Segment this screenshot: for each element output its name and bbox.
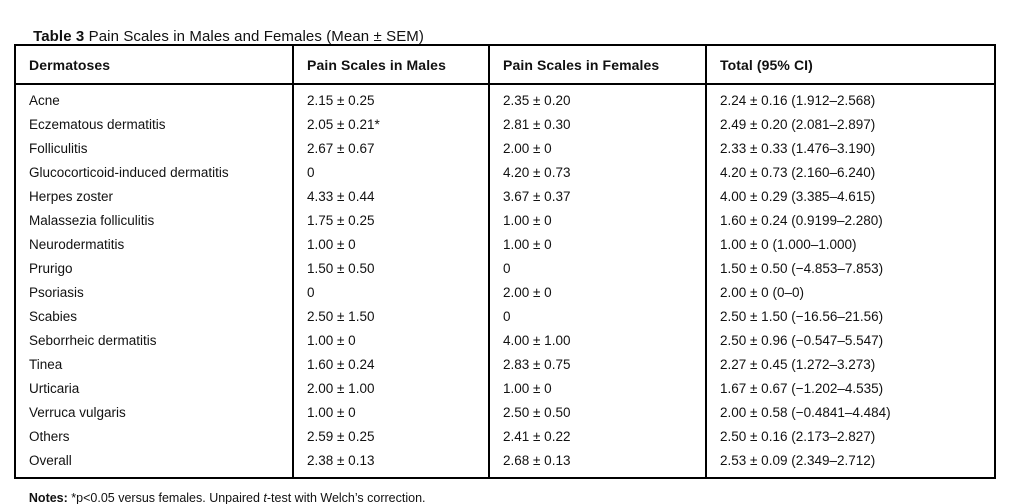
cell-pain-females: 0 — [488, 257, 706, 281]
cell-pain-females: 2.68 ± 0.13 — [488, 449, 706, 478]
table-row: Scabies 2.50 ± 1.50 0 2.50 ± 1.50 (−16.5… — [15, 305, 995, 329]
table-caption-text: Pain Scales in Males and Females (Mean ±… — [84, 28, 424, 45]
table-row: Herpes zoster 4.33 ± 0.44 3.67 ± 0.37 4.… — [15, 185, 995, 209]
notes-text-1: *p<0.05 versus females. Unpaired — [67, 491, 264, 504]
cell-pain-females: 3.67 ± 0.37 — [488, 185, 706, 209]
cell-pain-males: 0 — [292, 281, 489, 305]
cell-pain-females: 4.00 ± 1.00 — [488, 329, 706, 353]
table-row: Psoriasis 0 2.00 ± 0 2.00 ± 0 (0–0) — [15, 281, 995, 305]
cell-dermatosis: Seborrheic dermatitis — [29, 333, 157, 348]
cell-total-ci: 2.53 ± 0.09 (2.349–2.712) — [705, 449, 995, 478]
table-body: Acne 2.15 ± 0.25 2.35 ± 0.20 2.24 ± 0.16… — [15, 84, 995, 478]
table-row: Glucocorticoid-induced dermatitis 0 4.20… — [15, 161, 995, 185]
table-header: Dermatoses Pain Scales in Males Pain Sca… — [15, 45, 995, 85]
cell-total-ci: 2.33 ± 0.33 (1.476–3.190) — [705, 137, 995, 161]
cell-dermatosis: Verruca vulgaris — [29, 405, 126, 420]
cell-dermatosis: Prurigo — [29, 261, 73, 276]
cell-total-ci: 2.00 ± 0.58 (−0.4841–4.484) — [705, 401, 995, 425]
table-notes: Notes: *p<0.05 versus females. Unpaired … — [15, 477, 426, 504]
table-row: Urticaria 2.00 ± 1.00 1.00 ± 0 1.67 ± 0.… — [15, 377, 995, 401]
column-header-pain-scales-males: Pain Scales in Males — [292, 45, 489, 85]
cell-pain-females: 1.00 ± 0 — [488, 233, 706, 257]
table-row: Eczematous dermatitis 2.05 ± 0.21* 2.81 … — [15, 113, 995, 137]
cell-pain-females: 2.50 ± 0.50 — [488, 401, 706, 425]
cell-dermatosis: Neurodermatitis — [29, 237, 125, 252]
cell-pain-females: 0 — [488, 305, 706, 329]
table-row: Verruca vulgaris 1.00 ± 0 2.50 ± 0.50 2.… — [15, 401, 995, 425]
cell-total-ci: 1.00 ± 0 (1.000–1.000) — [705, 233, 995, 257]
column-header-total-ci: Total (95% CI) — [705, 45, 995, 85]
column-header-pain-scales-females: Pain Scales in Females — [488, 45, 706, 85]
cell-pain-males: 1.50 ± 0.50 — [292, 257, 489, 281]
table-row: Neurodermatitis 1.00 ± 0 1.00 ± 0 1.00 ±… — [15, 233, 995, 257]
notes-italic-t: t — [263, 491, 267, 504]
cell-pain-males: 4.33 ± 0.44 — [292, 185, 489, 209]
cell-total-ci: 4.00 ± 0.29 (3.385–4.615) — [705, 185, 995, 209]
cell-dermatosis: Herpes zoster — [29, 189, 114, 204]
cell-pain-males: 1.75 ± 0.25 — [292, 209, 489, 233]
notes-label: Notes: — [28, 491, 68, 504]
cell-pain-females: 1.00 ± 0 — [488, 209, 706, 233]
cell-total-ci: 2.50 ± 1.50 (−16.56–21.56) — [705, 305, 995, 329]
cell-total-ci: 1.67 ± 0.67 (−1.202–4.535) — [705, 377, 995, 401]
table-caption-number: Table 3 — [33, 28, 85, 45]
table-header-row: Dermatoses Pain Scales in Males Pain Sca… — [15, 45, 995, 85]
table-row: Others 2.59 ± 0.25 2.41 ± 0.22 2.50 ± 0.… — [15, 425, 995, 449]
cell-dermatosis: Scabies — [29, 309, 78, 324]
cell-pain-females: 2.00 ± 0 — [488, 281, 706, 305]
cell-total-ci: 4.20 ± 0.73 (2.160–6.240) — [705, 161, 995, 185]
cell-pain-females: 4.20 ± 0.73 — [488, 161, 706, 185]
cell-dermatosis: Malassezia folliculitis — [29, 213, 155, 228]
cell-dermatosis: Psoriasis — [29, 285, 84, 300]
cell-total-ci: 2.24 ± 0.16 (1.912–2.568) — [705, 84, 995, 113]
cell-pain-males: 2.00 ± 1.00 — [292, 377, 489, 401]
cell-pain-males: 2.38 ± 0.13 — [292, 449, 489, 478]
table-row: Acne 2.15 ± 0.25 2.35 ± 0.20 2.24 ± 0.16… — [15, 84, 995, 113]
cell-total-ci: 2.50 ± 0.16 (2.173–2.827) — [705, 425, 995, 449]
cell-dermatosis: Overall — [29, 453, 72, 468]
cell-dermatosis: Glucocorticoid-induced dermatitis — [29, 165, 229, 180]
cell-pain-females: 2.00 ± 0 — [488, 137, 706, 161]
cell-total-ci: 2.49 ± 0.20 (2.081–2.897) — [705, 113, 995, 137]
cell-dermatosis: Eczematous dermatitis — [29, 117, 166, 132]
cell-total-ci: 2.50 ± 0.96 (−0.547–5.547) — [705, 329, 995, 353]
cell-total-ci: 1.50 ± 0.50 (−4.853–7.853) — [705, 257, 995, 281]
table-row: Prurigo 1.50 ± 0.50 0 1.50 ± 0.50 (−4.85… — [15, 257, 995, 281]
table-caption: Table 3 Pain Scales in Males and Females… — [16, 11, 424, 62]
pain-scales-table: Dermatoses Pain Scales in Males Pain Sca… — [14, 44, 996, 479]
cell-pain-males: 2.67 ± 0.67 — [292, 137, 489, 161]
cell-pain-males: 2.50 ± 1.50 — [292, 305, 489, 329]
cell-pain-females: 2.81 ± 0.30 — [488, 113, 706, 137]
table-row: Seborrheic dermatitis 1.00 ± 0 4.00 ± 1.… — [15, 329, 995, 353]
cell-dermatosis: Others — [29, 429, 70, 444]
cell-pain-males: 1.60 ± 0.24 — [292, 353, 489, 377]
table-row: Overall 2.38 ± 0.13 2.68 ± 0.13 2.53 ± 0… — [15, 449, 995, 478]
cell-pain-males: 2.15 ± 0.25 — [292, 84, 489, 113]
table-row: Folliculitis 2.67 ± 0.67 2.00 ± 0 2.33 ±… — [15, 137, 995, 161]
table-row: Tinea 1.60 ± 0.24 2.83 ± 0.75 2.27 ± 0.4… — [15, 353, 995, 377]
cell-pain-females: 2.83 ± 0.75 — [488, 353, 706, 377]
cell-pain-males: 2.05 ± 0.21* — [292, 113, 489, 137]
cell-pain-females: 2.35 ± 0.20 — [488, 84, 706, 113]
cell-pain-females: 1.00 ± 0 — [488, 377, 706, 401]
cell-dermatosis: Folliculitis — [29, 141, 88, 156]
cell-dermatosis: Urticaria — [29, 381, 80, 396]
cell-dermatosis: Acne — [29, 93, 60, 108]
cell-pain-males: 2.59 ± 0.25 — [292, 425, 489, 449]
cell-pain-males: 0 — [292, 161, 489, 185]
cell-total-ci: 1.60 ± 0.24 (0.9199–2.280) — [705, 209, 995, 233]
table-row: Malassezia folliculitis 1.75 ± 0.25 1.00… — [15, 209, 995, 233]
cell-dermatosis: Tinea — [29, 357, 63, 372]
cell-total-ci: 2.27 ± 0.45 (1.272–3.273) — [705, 353, 995, 377]
notes-text-2: -test with Welch’s correction. — [266, 491, 426, 504]
cell-pain-males: 1.00 ± 0 — [292, 401, 489, 425]
cell-pain-males: 1.00 ± 0 — [292, 233, 489, 257]
cell-pain-females: 2.41 ± 0.22 — [488, 425, 706, 449]
cell-total-ci: 2.00 ± 0 (0–0) — [705, 281, 995, 305]
column-header-dermatoses: Dermatoses — [15, 45, 293, 85]
cell-pain-males: 1.00 ± 0 — [292, 329, 489, 353]
